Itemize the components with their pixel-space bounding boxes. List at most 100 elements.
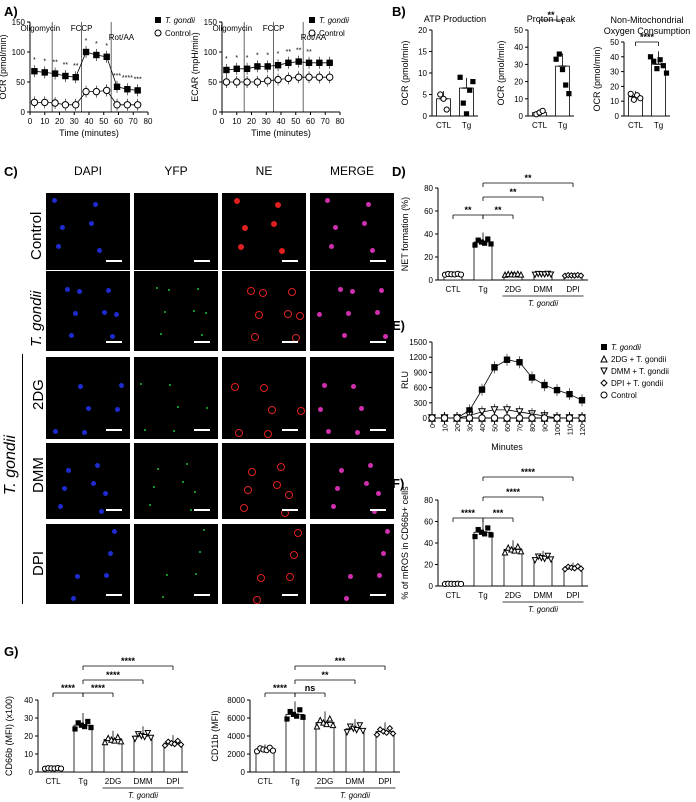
x-tick-label: DPI <box>566 285 579 294</box>
x-tick-label: 40 <box>85 117 94 126</box>
cell-signal <box>110 334 115 339</box>
significance-mark: ** <box>464 205 472 215</box>
cell-signal <box>326 429 331 434</box>
data-point <box>144 730 152 737</box>
data-point <box>563 82 569 88</box>
cell-signal <box>277 463 285 471</box>
data-point <box>600 391 608 399</box>
data-point <box>517 270 525 278</box>
cell-signal <box>168 289 170 291</box>
data-point <box>326 714 334 722</box>
x-tick-label: CTL <box>436 121 452 130</box>
y-tick-label: 0 <box>429 276 434 285</box>
microscopy-image <box>222 524 306 604</box>
microscopy-image <box>134 443 218 519</box>
x-tick-label: 2DG <box>505 285 521 294</box>
x-tick-label: 80 <box>144 117 153 126</box>
x-axis-label: Time (minutes) <box>59 128 119 138</box>
cell-signal <box>78 384 83 389</box>
data-point <box>82 87 90 96</box>
cell-signal <box>385 529 390 534</box>
x-tick-label: 70 <box>129 117 138 126</box>
cell-signal <box>376 491 381 496</box>
x-tick-label: 50 <box>493 424 500 432</box>
y-axis-label: CD66b (MFI) (x100) <box>4 696 14 776</box>
data-point <box>78 722 84 728</box>
x-tick-label: 60 <box>505 424 512 432</box>
cell-signal <box>338 287 343 292</box>
data-point <box>578 397 586 404</box>
significance-mark: ** <box>296 48 302 55</box>
data-point <box>547 556 555 564</box>
cell-signal <box>350 289 355 294</box>
microscopy-image <box>46 443 130 519</box>
data-point <box>517 547 525 555</box>
y-tick-label: 30 <box>610 68 619 77</box>
cell-signal <box>69 333 74 338</box>
cell-signal <box>169 384 171 386</box>
data-point <box>75 720 81 726</box>
scale-bar <box>370 260 386 262</box>
data-point <box>482 240 488 246</box>
data-point <box>326 59 333 66</box>
cell-signal <box>206 407 208 409</box>
data-point <box>566 390 573 398</box>
data-point <box>443 106 450 113</box>
annotation: Oligomycin <box>21 24 61 33</box>
scale-bar <box>282 509 298 511</box>
data-point <box>93 51 100 59</box>
x-tick-label: 50 <box>291 117 300 126</box>
data-point <box>467 87 473 93</box>
data-point <box>223 66 230 74</box>
legend-label: Control <box>319 29 345 38</box>
x-tick-label: CTL <box>628 121 644 130</box>
significance-mark: * <box>235 55 238 62</box>
data-point <box>488 241 494 247</box>
data-point <box>553 414 561 422</box>
cell-signal <box>199 551 201 553</box>
data-point <box>72 74 79 81</box>
bar <box>473 241 493 281</box>
cell-signal <box>173 430 175 432</box>
scale-bar <box>194 594 210 596</box>
data-point <box>478 239 484 245</box>
data-point <box>31 68 38 75</box>
y-tick-label: 100 <box>12 48 26 57</box>
data-point <box>515 414 524 422</box>
microscopy-image <box>46 193 130 270</box>
cell-signal <box>242 225 248 231</box>
cell-signal <box>177 406 179 408</box>
data-point <box>504 543 512 551</box>
data-point <box>111 736 119 744</box>
y-tick-label: 300 <box>414 399 428 408</box>
cell-signal <box>240 504 248 512</box>
data-point <box>131 735 139 743</box>
data-point <box>30 98 39 107</box>
significance-mark: **** <box>506 487 521 497</box>
x-tick-label: DMM <box>345 777 364 786</box>
annotation: FCCP <box>71 24 93 33</box>
y-tick-label: 2000 <box>227 750 245 759</box>
microscopy-image <box>222 443 306 519</box>
cell-signal <box>108 551 113 556</box>
y-tick-label: 0 <box>241 768 246 777</box>
significance-mark: **** <box>61 683 76 693</box>
data-point <box>501 548 509 556</box>
cell-signal <box>255 311 263 319</box>
cell-signal <box>205 312 207 314</box>
cell-signal <box>317 312 322 317</box>
significance-mark: * <box>256 52 259 59</box>
y-tick-label: 20 <box>424 561 433 570</box>
cell-signal <box>368 463 373 468</box>
x-tick-label: 30 <box>70 117 79 126</box>
y-tick-label: 0 <box>423 112 428 121</box>
cell-signal <box>52 198 57 203</box>
chart-title: Oxygen Consumption <box>604 26 691 36</box>
x-tick-label: 0 <box>430 424 437 428</box>
significance-mark: * <box>277 51 280 58</box>
y-tick-label: 60 <box>424 518 433 527</box>
data-point <box>133 101 142 109</box>
cell-signal <box>182 481 184 483</box>
data-point <box>373 731 381 739</box>
significance-mark: **** <box>106 670 121 680</box>
